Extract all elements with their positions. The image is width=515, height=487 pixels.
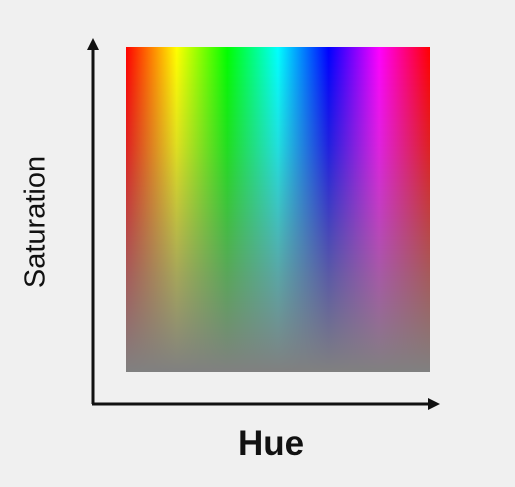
saturation-gradient-layer [126,47,430,372]
hue-saturation-gradient [126,47,430,372]
x-axis-label: Hue [237,424,305,463]
x-axis-arrowhead [428,398,440,410]
y-axis-arrowhead [87,38,99,50]
y-axis-label: Saturation [19,155,52,289]
